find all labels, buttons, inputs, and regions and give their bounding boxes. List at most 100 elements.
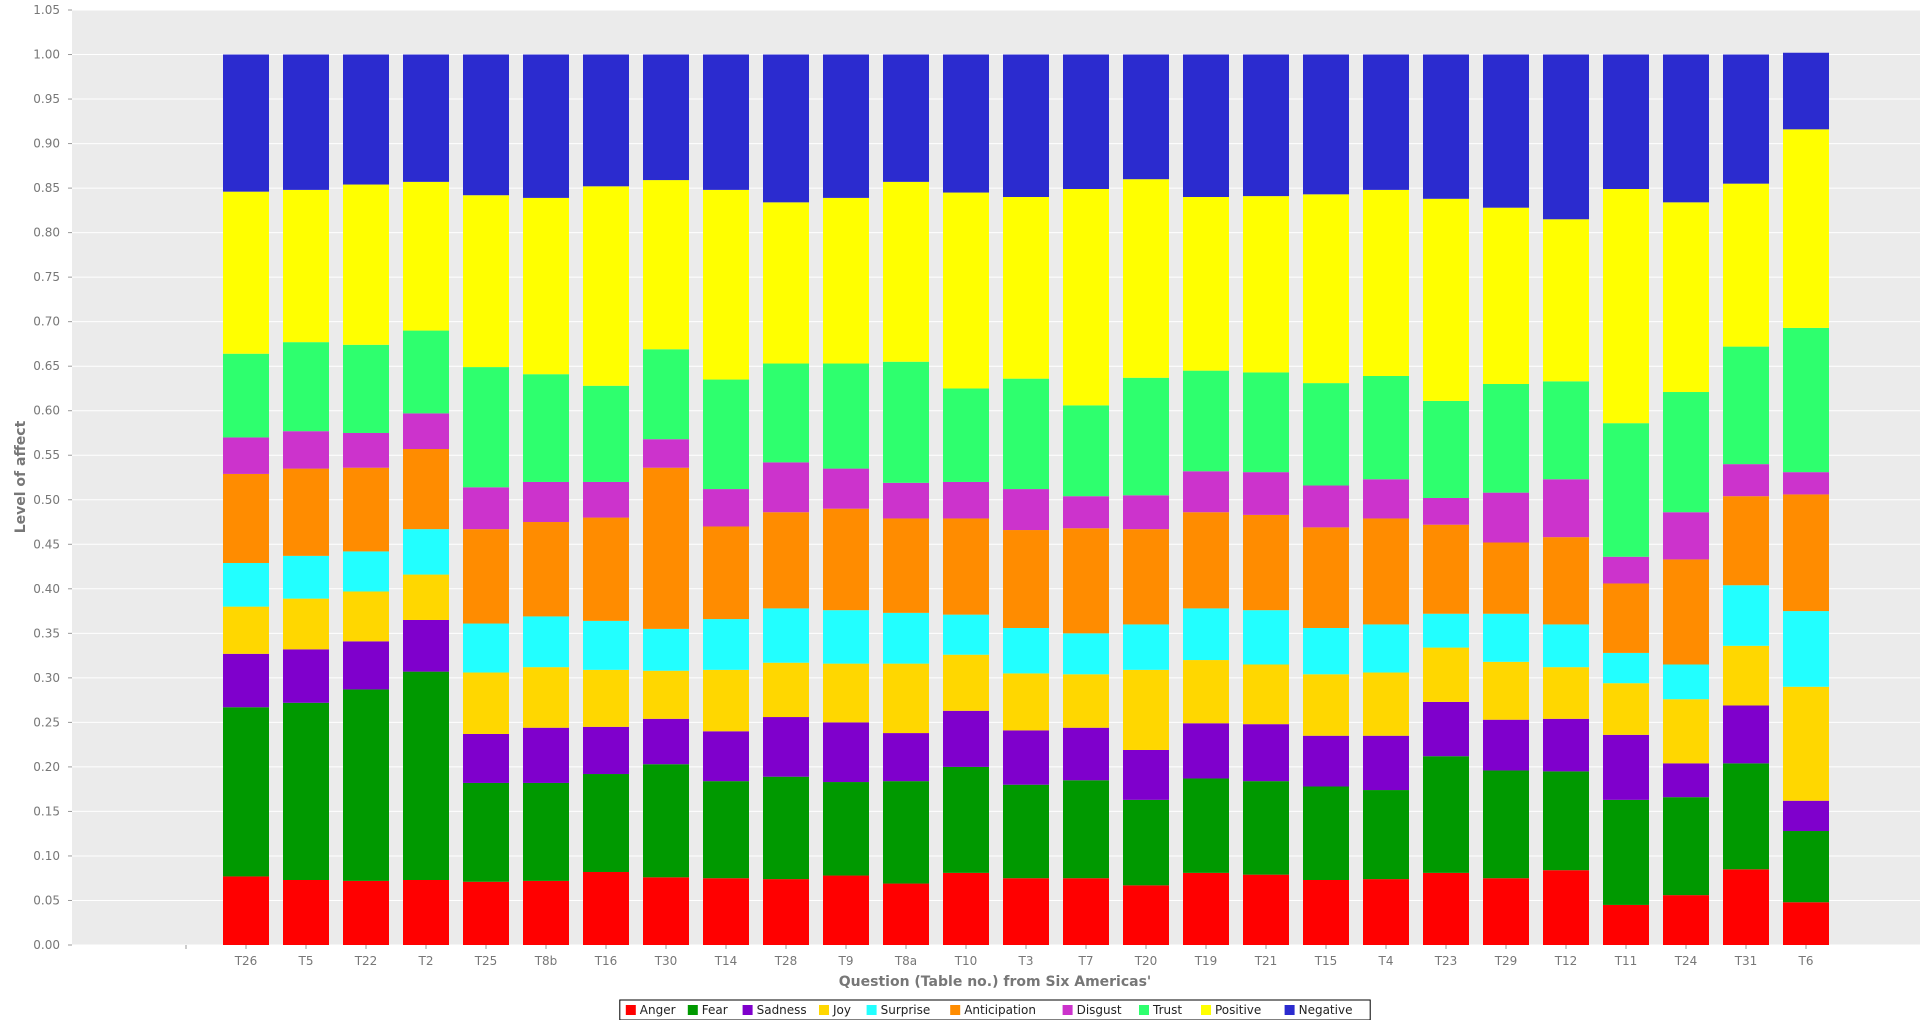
bar-segment-anger	[703, 878, 749, 945]
bar-segment-anger	[1603, 904, 1649, 945]
bar-segment-surprise	[1423, 613, 1469, 648]
bar-segment-fear	[1663, 797, 1709, 896]
bar-segment-surprise	[1363, 624, 1409, 673]
bar-segment-disgust	[943, 481, 989, 519]
legend-swatch-anger	[625, 1005, 636, 1015]
y-tick-label: 0.10	[33, 849, 60, 863]
bar-segment-disgust	[403, 413, 449, 450]
bar-segment-sadness	[823, 722, 869, 783]
bar-stack-t2	[403, 54, 449, 945]
bar-segment-trust	[1483, 384, 1529, 493]
bar-segment-disgust	[583, 481, 629, 518]
y-tick-label: 0.30	[33, 671, 60, 685]
legend-swatch-surprise	[866, 1005, 877, 1015]
bar-segment-surprise	[523, 616, 569, 668]
bar-segment-negative	[343, 54, 389, 185]
x-tick-label: T4	[1378, 954, 1394, 968]
bar-segment-anticipation	[643, 467, 689, 629]
bar-segment-positive	[463, 195, 509, 368]
y-axis: 0.00 0.05 0.10 0.15 0.20 0.25 0.30 0.35 0.40 0.45…	[33, 3, 72, 952]
bar-segment-trust	[883, 361, 929, 483]
bar-segment-anger	[1003, 878, 1049, 945]
bar-segment-trust	[1363, 375, 1409, 480]
bar-stack-t11	[1603, 54, 1649, 945]
bar-segment-anticipation	[1723, 496, 1769, 586]
bar-segment-negative	[1123, 54, 1169, 180]
bar-segment-fear	[1303, 786, 1349, 880]
bar-segment-joy	[1363, 672, 1409, 736]
bar-segment-trust	[463, 367, 509, 488]
bar-segment-negative	[463, 54, 509, 196]
bar-segment-trust	[1063, 405, 1109, 497]
bar-segment-anticipation	[703, 526, 749, 620]
x-tick-label: T15	[1314, 954, 1338, 968]
bar-segment-anticipation	[883, 518, 929, 613]
legend-swatch-trust	[1139, 1005, 1149, 1015]
bar-segment-anger	[1663, 895, 1709, 945]
bar-segment-negative	[1723, 54, 1769, 184]
bar-segment-surprise	[343, 551, 389, 592]
bar-stack-t23	[1423, 54, 1469, 945]
bar-stack-t10	[943, 54, 989, 945]
y-tick-label: 0.90	[33, 137, 60, 151]
bar-segment-disgust	[763, 462, 809, 513]
x-tick-label: T6	[1798, 954, 1814, 968]
bar-segment-negative	[1063, 54, 1109, 189]
bar-segment-negative	[1363, 54, 1409, 190]
bar-segment-joy	[1723, 645, 1769, 706]
bar-segment-sadness	[1363, 735, 1409, 791]
bar-segment-anticipation	[343, 467, 389, 552]
bar-segment-sadness	[1783, 800, 1829, 832]
legend-label-fear: Fear	[702, 1003, 728, 1017]
bar-segment-trust	[283, 342, 329, 432]
bar-segment-joy	[1603, 683, 1649, 735]
bar-stack-t21	[1243, 54, 1289, 945]
bar-segment-joy	[223, 606, 269, 654]
legend-swatch-negative	[1284, 1005, 1295, 1015]
legend-label-trust: Trust	[1152, 1003, 1182, 1017]
bar-segment-positive	[763, 202, 809, 364]
y-tick-label: 0.95	[33, 92, 60, 106]
bar-segment-trust	[1603, 423, 1649, 557]
bar-segment-positive	[883, 181, 929, 362]
bar-segment-anticipation	[1603, 583, 1649, 653]
bar-segment-sadness	[343, 641, 389, 690]
x-tick-label: T30	[654, 954, 678, 968]
bar-segment-surprise	[1243, 610, 1289, 665]
bar-segment-trust	[643, 349, 689, 440]
bar-segment-positive	[703, 189, 749, 380]
x-tick-label: T24	[1674, 954, 1698, 968]
bar-segment-disgust	[1543, 479, 1589, 538]
bar-segment-sadness	[1063, 727, 1109, 781]
y-tick-label: 1.05	[33, 3, 60, 17]
bar-segment-joy	[643, 670, 689, 719]
bar-segment-anger	[523, 880, 569, 945]
bar-segment-anger	[223, 876, 269, 945]
bar-segment-disgust	[1003, 489, 1049, 531]
bar-segment-anticipation	[283, 468, 329, 556]
bar-segment-sadness	[883, 733, 929, 782]
bar-segment-sadness	[1663, 763, 1709, 798]
bar-segment-anger	[883, 883, 929, 945]
bar-segment-joy	[463, 672, 509, 734]
bar-segment-negative	[1603, 54, 1649, 189]
y-tick-label: 0.55	[33, 448, 60, 462]
bar-segment-disgust	[1123, 495, 1169, 530]
x-tick-label: T20	[1134, 954, 1158, 968]
y-tick-label: 0.50	[33, 493, 60, 507]
legend-label-surprise: Surprise	[881, 1003, 931, 1017]
bar-segment-sadness	[1303, 735, 1349, 787]
bar-segment-positive	[283, 189, 329, 343]
bar-segment-positive	[403, 181, 449, 331]
bar-segment-trust	[1723, 346, 1769, 465]
bar-stack-t26	[223, 54, 269, 945]
bar-segment-positive	[1723, 183, 1769, 347]
bar-segment-surprise	[943, 614, 989, 655]
bar-segment-fear	[1063, 780, 1109, 879]
bar-segment-trust	[343, 344, 389, 433]
bar-segment-negative	[523, 54, 569, 198]
x-tick-label: T10	[954, 954, 978, 968]
bar-segment-disgust	[1483, 492, 1529, 543]
bar-segment-negative	[1483, 54, 1529, 208]
bar-segment-disgust	[823, 468, 869, 509]
